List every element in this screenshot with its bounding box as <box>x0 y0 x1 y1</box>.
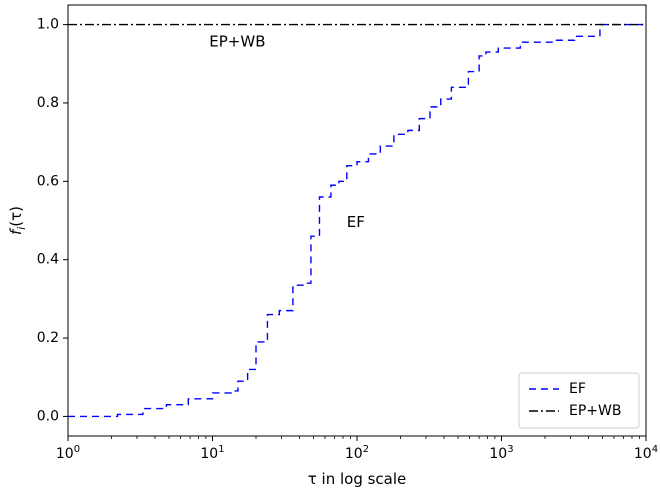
plot-area <box>68 23 646 418</box>
annotations: EP+WB EF <box>209 33 365 231</box>
series-line-ef <box>68 23 646 418</box>
x-tick-label: 104 <box>634 444 658 462</box>
legend-label: EP+WB <box>569 403 621 419</box>
y-axis-label: fi(τ) <box>7 206 28 235</box>
legend-box <box>518 372 640 429</box>
x-tick-label: 103 <box>489 444 513 462</box>
x-axis-label: τ in log scale <box>308 470 407 488</box>
legend-label: EF <box>569 381 586 397</box>
x-tick-label: 101 <box>200 444 224 462</box>
annotation-ep-wb: EP+WB <box>209 33 265 51</box>
y-tick-label: 0.0 <box>37 408 59 424</box>
y-tick-label: 1.0 <box>37 17 59 33</box>
x-tick-label: 102 <box>345 444 369 462</box>
annotation-ef: EF <box>347 213 365 231</box>
axes: 0.0 0.2 0.4 0.6 0.8 1.0 100 101 102 103 104 τ in lo… <box>7 4 658 488</box>
y-tick-label: 0.6 <box>37 173 59 189</box>
y-tick-label: 0.8 <box>37 95 59 111</box>
y-tick-label: 0.2 <box>37 330 59 346</box>
y-tick-label: 0.4 <box>37 252 59 268</box>
legend: EF EP+WB <box>518 372 640 429</box>
x-tick-label: 100 <box>56 444 80 462</box>
